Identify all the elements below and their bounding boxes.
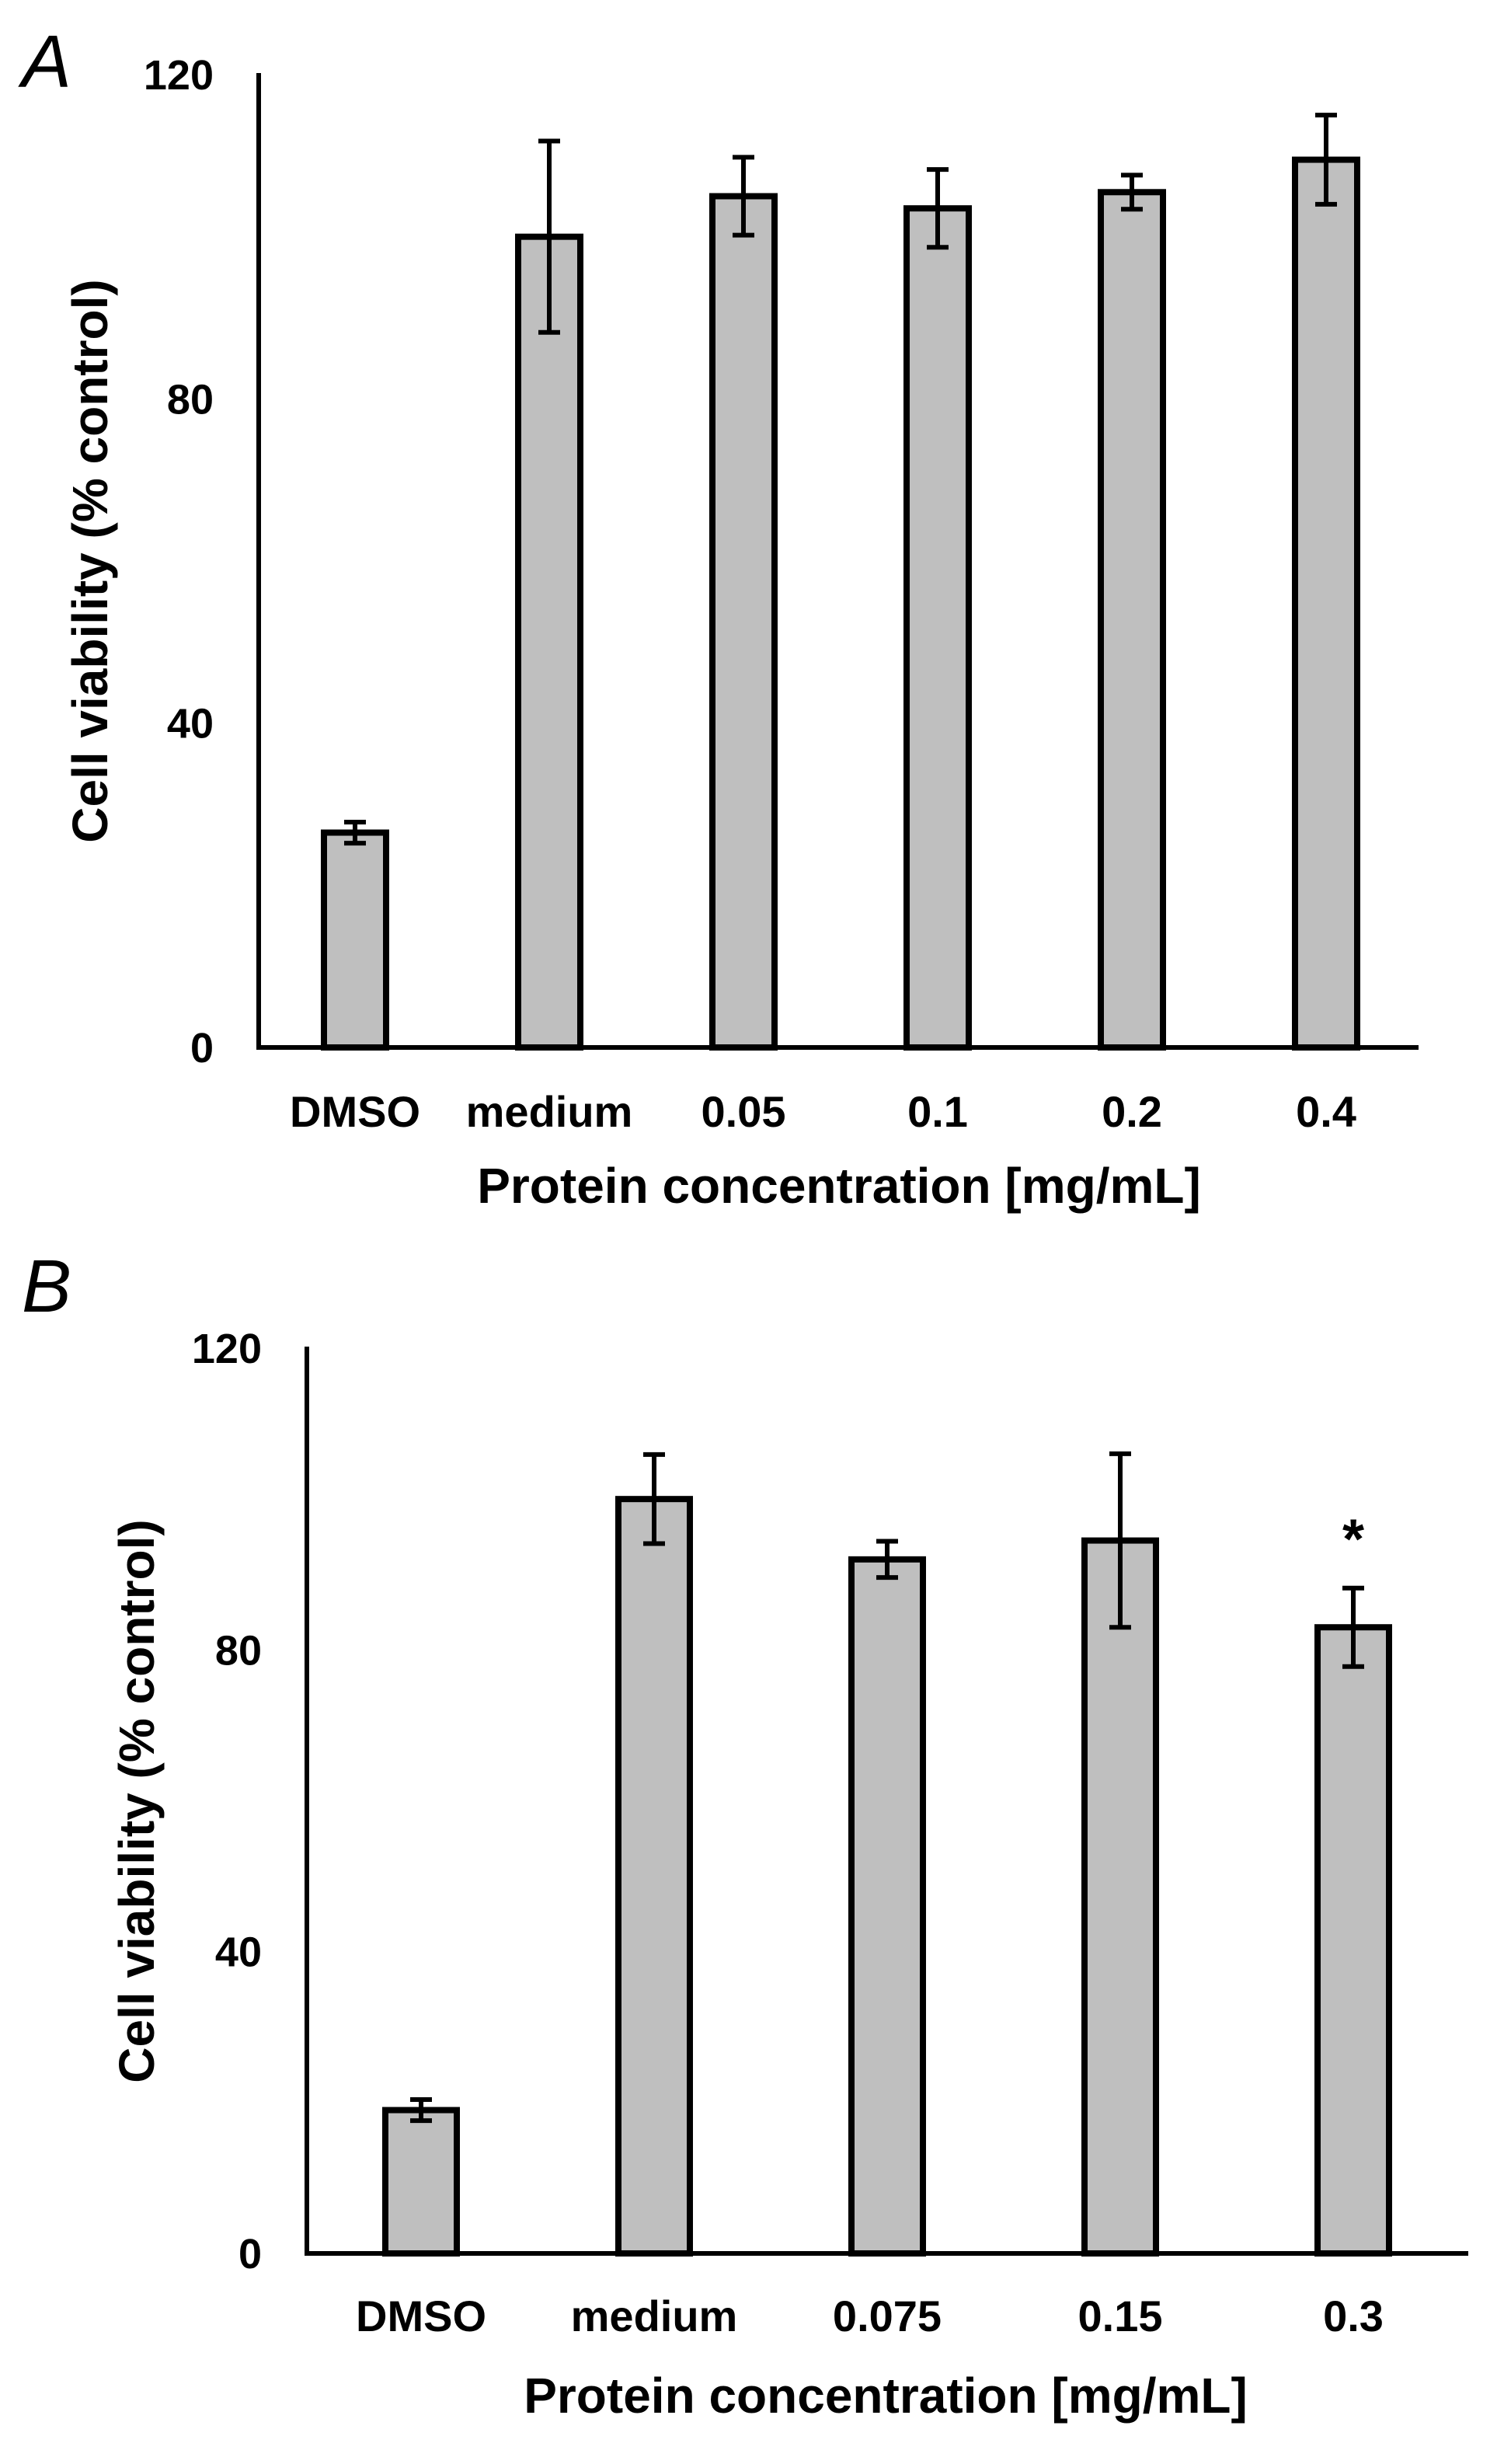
y-tick-label: 40	[215, 1929, 262, 1976]
category-label: medium	[466, 1087, 633, 1136]
panel-label: A	[18, 20, 71, 103]
panel-label: B	[22, 1245, 71, 1328]
category-label: 0.075	[833, 2291, 942, 2340]
y-tick-label: 80	[167, 376, 214, 423]
x-axis-title: Protein concentration [mg/mL]	[524, 2368, 1248, 2424]
y-tick-label: 80	[215, 1627, 262, 1674]
y-tick-label: 0	[190, 1025, 214, 1072]
category-label: DMSO	[356, 2291, 486, 2340]
category-label: 0.2	[1102, 1087, 1162, 1136]
y-axis-title: Cell viability (% control)	[109, 1519, 165, 2082]
category-label: medium	[571, 2291, 738, 2340]
category-label: 0.05	[702, 1087, 786, 1136]
bar	[1314, 1624, 1392, 2257]
category-label: 0.15	[1078, 2291, 1163, 2340]
bar	[1098, 189, 1166, 1051]
bar	[515, 233, 583, 1051]
bar	[848, 1556, 926, 2257]
category-label: 0.1	[907, 1087, 968, 1136]
y-tick-label: 0	[238, 2231, 262, 2278]
bar	[382, 2107, 460, 2257]
y-axis-title: Cell viability (% control)	[62, 279, 118, 842]
category-label: DMSO	[290, 1087, 420, 1136]
bar	[903, 205, 972, 1051]
y-tick-label: 120	[144, 52, 214, 99]
bar	[709, 193, 778, 1051]
y-tick-label: 40	[167, 701, 214, 748]
bar	[615, 1496, 693, 2257]
bar	[1081, 1537, 1159, 2257]
bar	[1292, 156, 1360, 1051]
chart-panel-a: A 0 40 80 120 DMSO medium 0.05 0.1 0.2 0.4 Protein …	[18, 20, 1419, 1214]
y-tick-label: 120	[192, 1326, 262, 1372]
x-axis-title: Protein concentration [mg/mL]	[477, 1158, 1201, 1214]
category-label: 0.3	[1323, 2291, 1384, 2340]
chart-panel-b: B 0 40 80 120 DMSO medium 0.075 0.15 0.3 * Protein …	[22, 1245, 1468, 2424]
significance-annotation: *	[1342, 1509, 1364, 1571]
bar	[321, 829, 389, 1051]
category-label: 0.4	[1296, 1087, 1356, 1136]
